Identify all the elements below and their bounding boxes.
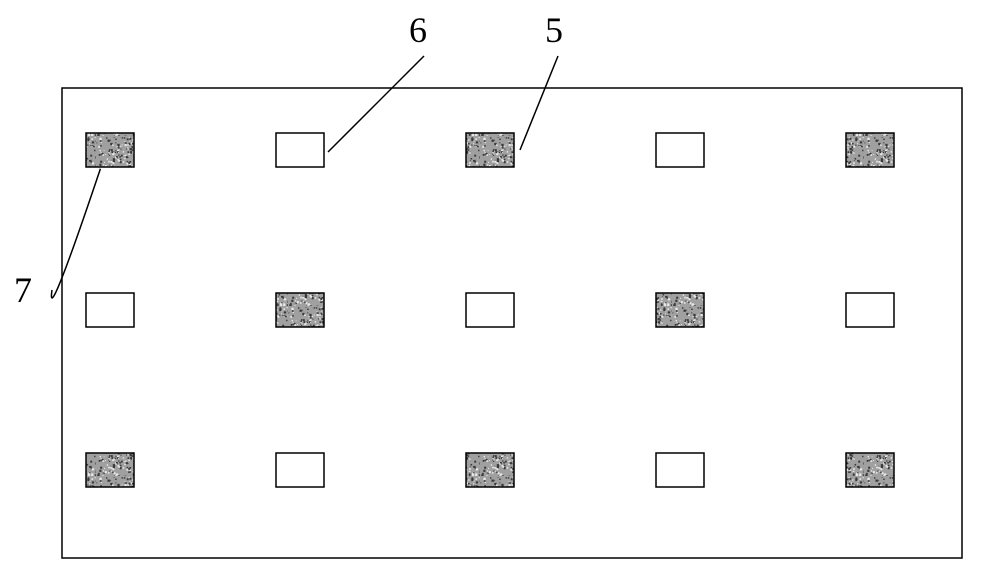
callout-label-6: 6 <box>409 10 427 50</box>
callout-label-7: 7 <box>14 270 32 310</box>
grid-cell-shaded <box>276 293 324 327</box>
grid-cell-shaded <box>656 293 704 327</box>
grid-cell-empty <box>466 293 514 327</box>
grid-cell-empty <box>86 293 134 327</box>
grid-cell-shaded <box>466 133 514 167</box>
grid-cell-empty <box>656 453 704 487</box>
canvas-bg <box>0 0 1000 578</box>
grid-cell-shaded <box>846 133 894 167</box>
callout-label-5: 5 <box>545 10 563 50</box>
grid-cell-shaded <box>86 133 134 167</box>
grid-cell-empty <box>656 133 704 167</box>
grid-cell-shaded <box>466 453 514 487</box>
grid-cell-empty <box>276 453 324 487</box>
grid-cell-shaded <box>846 453 894 487</box>
grid-cell-empty <box>276 133 324 167</box>
grid-cell-shaded <box>86 453 134 487</box>
grid-cell-empty <box>846 293 894 327</box>
